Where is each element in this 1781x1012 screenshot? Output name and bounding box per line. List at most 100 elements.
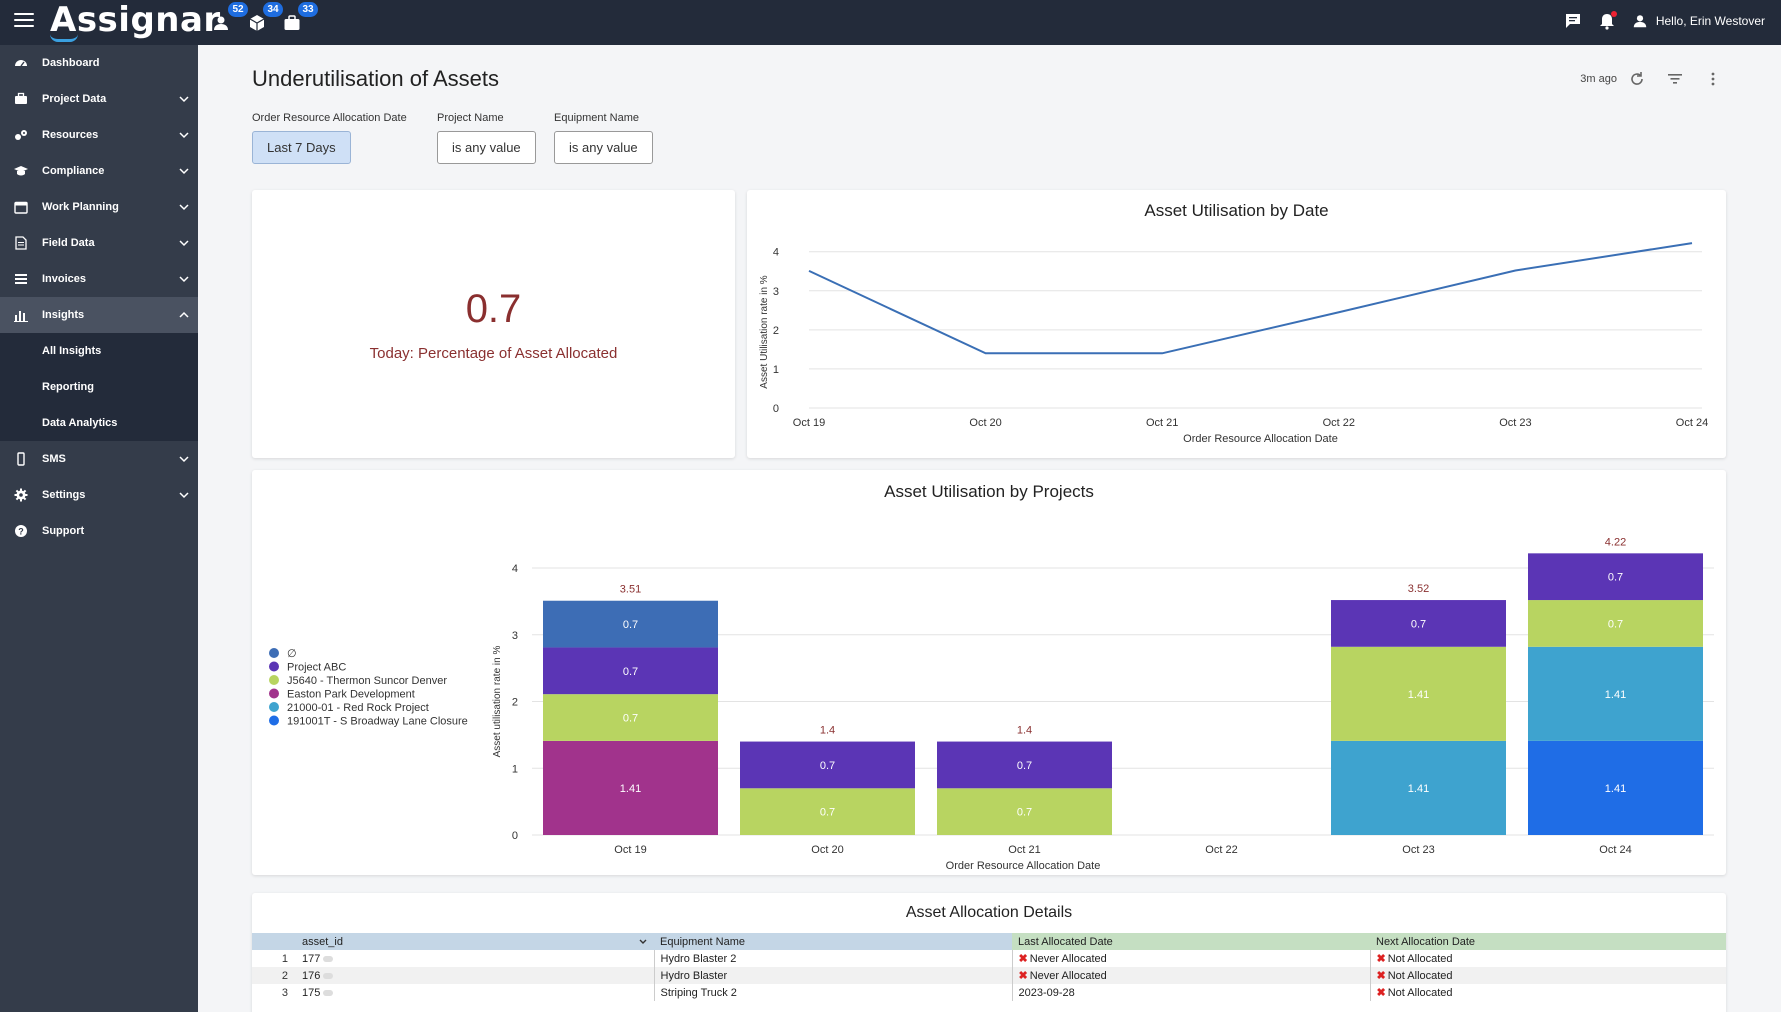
box-icon[interactable] <box>248 14 266 32</box>
legend-swatch <box>269 715 279 726</box>
column-header-next-allocation[interactable]: Next Allocation Date <box>1370 933 1726 950</box>
sidebar-item-settings[interactable]: Settings <box>0 477 198 513</box>
table-row[interactable]: 3 175 Striping Truck 2 2023-09-28 ✖ Not Alloc… <box>252 984 1726 1001</box>
bar-segment <box>1528 600 1703 647</box>
sidebar-item-label: Invoices <box>42 273 87 285</box>
profile-icon <box>1633 15 1647 28</box>
briefcase-top-icon[interactable] <box>283 14 301 32</box>
sidebar-item-project-data[interactable]: Project Data <box>0 81 198 117</box>
chevron-down-icon[interactable] <box>178 165 190 177</box>
legend-swatch <box>269 688 279 699</box>
chat-icon[interactable] <box>1564 12 1582 30</box>
next-allocation-value: Not Allocated <box>1387 987 1453 999</box>
sidebar-item-invoices[interactable]: Invoices <box>0 261 198 297</box>
segment-label: 1.41 <box>1408 783 1429 795</box>
sort-chevron-icon[interactable] <box>638 937 648 947</box>
x-tick-label: Oct 23 <box>1402 844 1434 856</box>
segment-label: 0.7 <box>623 666 638 678</box>
table-row[interactable]: 2 176 Hydro Blaster ✖ Never Allocated ✖ Not Al… <box>252 967 1726 984</box>
sidebar-item-label: Dashboard <box>42 57 100 69</box>
bar-segment <box>937 788 1112 835</box>
y-axis-label: Asset utilisation rate in % <box>492 646 503 758</box>
cell-next-allocation: ✖ Not Allocated <box>1369 950 1726 967</box>
bar-segment <box>1528 740 1703 835</box>
sidebar-subitem-reporting[interactable]: Reporting <box>42 381 94 393</box>
sidebar-item-support[interactable]: ? Support <box>0 513 198 549</box>
bar-segment <box>1331 600 1506 647</box>
kpi-label: Today: Percentage of Asset Allocated <box>369 345 618 362</box>
row-number: 2 <box>252 967 296 984</box>
chevron-down-icon[interactable] <box>178 93 190 105</box>
svg-text:?: ? <box>18 527 24 537</box>
sidebar-item-label: Resources <box>42 129 99 141</box>
sidebar-item-field-data[interactable]: Field Data <box>0 225 198 261</box>
filter-label: Project Name <box>437 112 504 124</box>
x-axis-label: Order Resource Allocation Date <box>1183 433 1338 445</box>
filter-icon[interactable] <box>1667 71 1683 87</box>
sidebar-item-label: Project Data <box>42 93 107 105</box>
bell-icon[interactable] <box>1598 11 1617 30</box>
dashboard-icon <box>14 56 28 70</box>
cell-equipment-name: Striping Truck 2 <box>653 984 1012 1001</box>
column-header-equipment-name[interactable]: Equipment Name <box>654 933 1012 950</box>
filter-equipment-button[interactable]: is any value <box>554 131 653 164</box>
line-chart: 0 1 2 3 4 Oct 19 Oct 20 Oct 21 Oct 22 Oct 23 Oct 2… <box>759 242 1708 445</box>
segment-label: 1.41 <box>620 783 641 795</box>
chevron-up-icon[interactable] <box>178 309 190 321</box>
sidebar-item-dashboard[interactable]: Dashboard <box>0 45 198 81</box>
briefcase-badge: 33 <box>298 2 318 17</box>
column-header-last-allocated[interactable]: Last Allocated Date <box>1012 933 1370 950</box>
sidebar-subitem-data-analytics[interactable]: Data Analytics <box>42 417 118 429</box>
bar-total-label: 4.22 <box>1605 536 1626 548</box>
segment-label: 0.7 <box>1608 572 1623 584</box>
cell-asset-id[interactable]: 176 <box>296 967 654 984</box>
user-menu[interactable]: Hello, Erin Westover <box>1632 13 1765 29</box>
ellipsis-icon[interactable] <box>323 955 334 962</box>
bar-segment <box>543 600 718 648</box>
ellipsis-icon[interactable] <box>323 972 334 979</box>
legend-label: 191001T - S Broadway Lane Closure <box>287 716 468 728</box>
chevron-down-icon[interactable] <box>178 201 190 213</box>
more-options-icon[interactable] <box>1705 71 1721 87</box>
menu-icon[interactable] <box>14 13 34 31</box>
sidebar-item-work-planning[interactable]: Work Planning <box>0 189 198 225</box>
refresh-icon[interactable] <box>1629 71 1645 87</box>
graduation-cap-icon <box>14 164 28 178</box>
sidebar-item-insights[interactable]: Insights <box>0 297 198 333</box>
segment-label: 1.41 <box>1605 689 1626 701</box>
chevron-down-icon[interactable] <box>178 129 190 141</box>
filter-date-button[interactable]: Last 7 Days <box>252 131 351 164</box>
user-icon[interactable] <box>212 14 230 32</box>
chevron-down-icon[interactable] <box>178 237 190 249</box>
chevron-down-icon[interactable] <box>178 453 190 465</box>
column-header-asset-id[interactable]: asset_id <box>296 933 654 950</box>
bar-segment <box>543 647 718 695</box>
table-title: Asset Allocation Details <box>905 904 1073 921</box>
filter-equipment-name: Equipment Name is any value <box>554 112 653 164</box>
row-number: 1 <box>281 952 288 965</box>
asset-allocation-table: asset_id Equipment Name Last Allocated D… <box>252 933 1726 1001</box>
series-line <box>808 242 1693 355</box>
legend-label: 21000-01 - Red Rock Project <box>287 702 429 714</box>
filter-project-button[interactable]: is any value <box>437 131 536 164</box>
legend-label: Easton Park Development <box>287 689 415 701</box>
sidebar-item-resources[interactable]: Resources <box>0 117 198 153</box>
chevron-down-icon[interactable] <box>178 489 190 501</box>
ellipsis-icon[interactable] <box>323 989 334 996</box>
segment-label: 0.7 <box>1608 618 1623 630</box>
sidebar-item-sms[interactable]: SMS <box>0 441 198 477</box>
cell-asset-id[interactable]: 175 <box>296 984 654 1001</box>
sidebar-subitem-all-insights[interactable]: All Insights <box>42 345 102 357</box>
chevron-down-icon[interactable] <box>178 273 190 285</box>
sidebar-item-label: Work Planning <box>42 201 119 213</box>
help-icon: ? <box>14 524 28 538</box>
kpi-card: 0.7 Today: Percentage of Asset Allocated <box>252 190 735 458</box>
cell-asset-id[interactable]: 177 <box>296 950 654 967</box>
app-logo[interactable]: Assignar <box>50 0 221 40</box>
sidebar: Dashboard Project Data Resources Compliance… <box>0 45 198 1012</box>
sidebar-item-compliance[interactable]: Compliance <box>0 153 198 189</box>
stacked-bar-chart: 0 1 2 3 4 1.41 0.7 0.7 0.7 3.51 Oct 19 0.7 0.7 1.4 Oct… <box>269 536 1714 872</box>
x-tick-label: Oct 20 <box>811 844 843 856</box>
table-row[interactable]: 1 177 Hydro Blaster 2 ✖ Never Allocated ✖ Not … <box>252 950 1726 967</box>
row-number: 3 <box>281 986 288 999</box>
